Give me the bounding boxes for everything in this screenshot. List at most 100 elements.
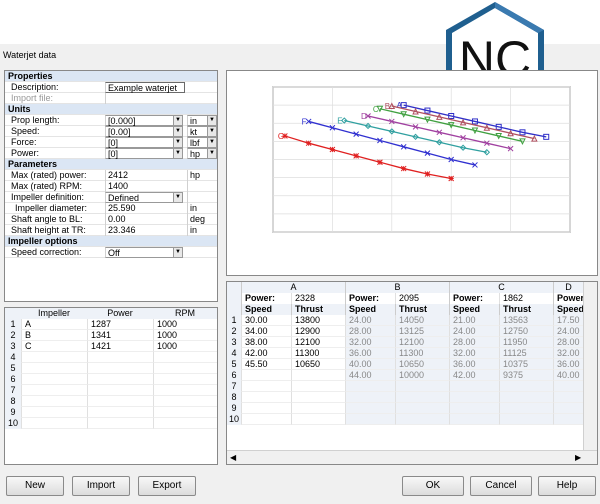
chevron-down-icon[interactable]: ▼: [207, 138, 216, 147]
chevron-down-icon[interactable]: ▼: [173, 116, 182, 125]
impeller-cell[interactable]: [87, 407, 153, 418]
impeller-cell[interactable]: [21, 363, 87, 374]
sub-header[interactable]: Thrust: [395, 304, 449, 315]
data-cell[interactable]: 13563: [499, 315, 553, 326]
row-number[interactable]: 8: [227, 392, 241, 403]
row-number[interactable]: 1: [227, 315, 241, 326]
row-number[interactable]: 6: [5, 374, 21, 385]
data-cell[interactable]: [395, 403, 449, 414]
chevron-down-icon[interactable]: ▼: [173, 193, 182, 202]
data-cell[interactable]: [291, 414, 345, 425]
impeller-diameter-field[interactable]: 25.590: [105, 203, 183, 214]
row-number[interactable]: 6: [227, 370, 241, 381]
impeller-cell[interactable]: [21, 396, 87, 407]
data-cell[interactable]: [499, 392, 553, 403]
sub-header[interactable]: Speed: [345, 304, 395, 315]
data-cell[interactable]: 36.00: [449, 359, 499, 370]
horizontal-scrollbar[interactable]: ◀ ▶: [227, 450, 597, 464]
impeller-cell[interactable]: [153, 374, 217, 385]
data-cell[interactable]: 24.00: [449, 326, 499, 337]
impeller-cell[interactable]: [153, 352, 217, 363]
data-cell[interactable]: 34.00: [241, 326, 291, 337]
data-cell[interactable]: 40.00: [345, 359, 395, 370]
row-number[interactable]: 2: [227, 326, 241, 337]
data-cell[interactable]: [395, 381, 449, 392]
data-cell[interactable]: 38.00: [241, 337, 291, 348]
row-number[interactable]: 1: [5, 319, 21, 330]
import-button[interactable]: Import: [72, 476, 130, 496]
impeller-cell[interactable]: 1421: [87, 341, 153, 352]
sub-header[interactable]: Speed: [553, 304, 583, 315]
data-cell[interactable]: 28.00: [449, 337, 499, 348]
force-select[interactable]: [0] ▼: [105, 137, 183, 148]
data-cell[interactable]: [449, 392, 499, 403]
row-number[interactable]: 5: [227, 359, 241, 370]
data-cell[interactable]: [449, 403, 499, 414]
data-cell[interactable]: 13800: [291, 315, 345, 326]
column-header[interactable]: D: [553, 282, 583, 293]
row-number[interactable]: 4: [227, 348, 241, 359]
chevron-down-icon[interactable]: ▼: [173, 248, 182, 257]
cancel-button[interactable]: Cancel: [470, 476, 532, 496]
data-cell[interactable]: 9375: [499, 370, 553, 381]
data-cell[interactable]: 10375: [499, 359, 553, 370]
data-cell[interactable]: [345, 381, 395, 392]
chevron-down-icon[interactable]: ▼: [173, 127, 182, 136]
data-cell[interactable]: 24.00: [553, 326, 583, 337]
data-cell[interactable]: 12750: [499, 326, 553, 337]
shaft-angle-field[interactable]: 0.00: [105, 214, 183, 225]
impeller-cell[interactable]: [21, 374, 87, 385]
chevron-down-icon[interactable]: ▼: [207, 116, 216, 125]
data-cell[interactable]: [345, 414, 395, 425]
prop-length-select[interactable]: [0.000] ▼: [105, 115, 183, 126]
data-cell[interactable]: 28.00: [345, 326, 395, 337]
data-cell[interactable]: 32.00: [449, 348, 499, 359]
impeller-cell[interactable]: A: [21, 319, 87, 330]
row-number[interactable]: 3: [5, 341, 21, 352]
data-cell[interactable]: [553, 381, 583, 392]
row-number[interactable]: 4: [5, 352, 21, 363]
data-cell[interactable]: [291, 392, 345, 403]
power-value[interactable]: 1862: [499, 293, 553, 304]
prop-length-unit-select[interactable]: in ▼: [187, 115, 217, 126]
data-cell[interactable]: [345, 392, 395, 403]
impeller-cell[interactable]: B: [21, 330, 87, 341]
data-cell[interactable]: 13125: [395, 326, 449, 337]
impeller-cell[interactable]: 1287: [87, 319, 153, 330]
speed-correction-select[interactable]: Off ▼: [105, 247, 183, 258]
impeller-cell[interactable]: [87, 374, 153, 385]
impeller-cell[interactable]: [153, 385, 217, 396]
data-cell[interactable]: [395, 392, 449, 403]
scroll-left-icon[interactable]: ◀: [230, 453, 237, 462]
data-cell[interactable]: [241, 414, 291, 425]
row-number[interactable]: 8: [5, 396, 21, 407]
scroll-right-icon[interactable]: ▶: [575, 453, 582, 462]
data-cell[interactable]: [449, 414, 499, 425]
power-col-header[interactable]: Power: [87, 308, 153, 319]
data-cell[interactable]: 12900: [291, 326, 345, 337]
data-cell[interactable]: [553, 392, 583, 403]
data-cell[interactable]: [553, 414, 583, 425]
help-button[interactable]: Help: [538, 476, 596, 496]
data-cell[interactable]: 42.00: [241, 348, 291, 359]
new-button[interactable]: New: [6, 476, 64, 496]
power-label[interactable]: Power:: [345, 293, 395, 304]
row-number[interactable]: 10: [5, 418, 21, 429]
data-cell[interactable]: 10000: [395, 370, 449, 381]
data-cell[interactable]: [553, 403, 583, 414]
data-cell[interactable]: [449, 381, 499, 392]
data-cell[interactable]: 24.00: [345, 315, 395, 326]
impeller-cell[interactable]: [87, 418, 153, 429]
data-cell[interactable]: 45.50: [241, 359, 291, 370]
impeller-cell[interactable]: [21, 385, 87, 396]
impeller-cell[interactable]: 1000: [153, 341, 217, 352]
sub-header[interactable]: Thrust: [291, 304, 345, 315]
sub-header[interactable]: Speed: [241, 304, 291, 315]
impeller-cell[interactable]: [87, 385, 153, 396]
row-number[interactable]: 3: [227, 337, 241, 348]
data-cell[interactable]: 11125: [499, 348, 553, 359]
data-cell[interactable]: 36.00: [345, 348, 395, 359]
sub-header[interactable]: Speed: [449, 304, 499, 315]
row-number[interactable]: 7: [5, 385, 21, 396]
impeller-cell[interactable]: [87, 396, 153, 407]
